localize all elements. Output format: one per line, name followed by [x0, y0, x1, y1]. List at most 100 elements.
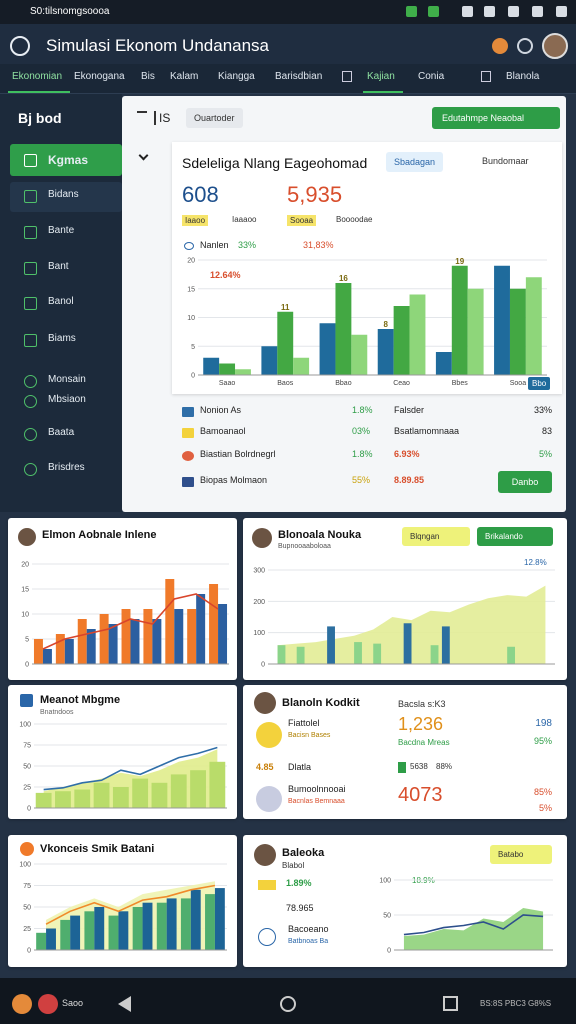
y-tick-label: 300 — [253, 568, 265, 575]
sidebar-item[interactable]: Monsain — [48, 374, 86, 385]
avatar — [38, 994, 58, 1014]
nav-tab[interactable]: Kalam — [170, 71, 199, 82]
bar — [151, 782, 168, 808]
row-note-value: 5% — [538, 803, 552, 813]
y-tick-label: 5 — [25, 637, 29, 644]
bar — [525, 277, 542, 375]
metric-label: Boooodae — [336, 215, 373, 224]
card-button[interactable]: Blqngan — [402, 527, 470, 546]
bar — [277, 311, 294, 375]
bar — [36, 932, 47, 950]
bar — [196, 594, 206, 664]
row-value: 55% — [352, 475, 371, 485]
annotation: 12.8% — [524, 558, 547, 567]
bar — [403, 623, 412, 664]
bar — [494, 265, 510, 375]
row-value: 1,236 — [398, 714, 444, 734]
sidebar-item[interactable]: Brisdres — [48, 462, 85, 473]
row-value: 1.89% — [286, 878, 312, 888]
card-button[interactable]: Batabo — [490, 845, 552, 864]
filter-pill[interactable]: Ouartoder — [186, 108, 243, 128]
action-button[interactable]: Danbo — [498, 471, 552, 493]
avatar — [254, 844, 276, 866]
bar — [86, 629, 96, 664]
card-button[interactable]: Brikalando — [477, 527, 553, 546]
y-tick-label: 50 — [23, 905, 31, 912]
bar — [99, 614, 109, 664]
card-title: Blanoln Kodkit — [282, 697, 360, 709]
settings-icon[interactable] — [492, 38, 508, 54]
bar — [435, 352, 452, 375]
active-tab-indicator — [363, 91, 403, 93]
row-change: 198 — [535, 718, 552, 729]
bar — [409, 294, 426, 375]
sidebar-item[interactable]: Biams — [48, 333, 76, 344]
sidebar-item[interactable]: Bidans — [48, 189, 79, 200]
tab-icon[interactable] — [342, 71, 352, 82]
nav-tab[interactable]: Barisdbian — [275, 71, 323, 82]
nav-tab[interactable]: Bis — [141, 71, 155, 82]
sidebar-item[interactable]: Bante — [48, 225, 75, 236]
bar — [132, 778, 149, 808]
compass-icon[interactable] — [517, 38, 533, 54]
sidebar-item[interactable]: Baata — [48, 427, 75, 438]
y-tick-label: 5 — [191, 344, 195, 351]
sidebar-item[interactable]: Bant — [48, 261, 69, 272]
sidebar-item[interactable]: Banol — [48, 296, 74, 307]
bar — [190, 770, 206, 808]
legend-icon — [184, 242, 194, 250]
bar — [335, 283, 352, 375]
bar — [55, 791, 71, 808]
row-sub: Bacnlas Bemnaaa — [288, 798, 345, 805]
row-change: 85% — [533, 787, 552, 797]
y-tick-label: 75 — [23, 883, 31, 890]
link[interactable]: Bundomaar — [482, 156, 529, 166]
bar — [293, 357, 310, 375]
bar — [393, 306, 410, 375]
row-value: 78.965 — [286, 903, 314, 913]
card-title: Baleoka — [282, 847, 325, 859]
card-note: Bacsla s:K3 — [398, 699, 446, 709]
home-button[interactable] — [280, 996, 296, 1012]
card-icon — [20, 694, 33, 707]
avatar — [12, 994, 32, 1014]
nav-tab[interactable]: Kajian — [367, 71, 395, 82]
nav-tab[interactable]: Blanola — [506, 71, 540, 82]
row-label: Dlatla — [288, 762, 312, 772]
sidebar-item[interactable]: Mbsiaon — [48, 394, 86, 405]
pill[interactable]: Sbadagan — [386, 152, 444, 172]
bar — [143, 609, 153, 664]
status-text: BS:8S PBC3 G8%S — [480, 999, 552, 1008]
card-title: Blonoala Nouka — [278, 529, 362, 541]
primary-button[interactable]: Edutahmpe Neaobal — [432, 107, 560, 129]
menu-icon — [24, 395, 37, 408]
metric-label: Sooaa — [287, 215, 317, 226]
avatar[interactable] — [542, 33, 568, 59]
menu-icon — [24, 334, 37, 347]
status-icon — [508, 6, 519, 17]
nav-tab[interactable]: Ekonomian — [12, 71, 63, 82]
bar — [55, 634, 65, 664]
back-button[interactable] — [118, 996, 131, 1012]
menu-icon[interactable] — [10, 36, 30, 56]
line — [43, 746, 218, 791]
nav-tab[interactable]: Ekonogana — [74, 71, 125, 82]
recents-button[interactable] — [443, 996, 458, 1011]
toolbar-tab[interactable]: IS — [154, 111, 170, 125]
nav-tab[interactable]: Conia — [418, 71, 445, 82]
sidebar-item[interactable]: Kgmas — [48, 153, 89, 167]
y-tick-label: 25 — [23, 785, 31, 792]
bar — [130, 619, 140, 664]
bar — [327, 626, 335, 664]
bar — [296, 646, 305, 664]
bar — [507, 646, 516, 664]
bar — [377, 329, 394, 375]
bar — [121, 609, 131, 664]
row-value: 4073 — [398, 784, 443, 806]
annotation: 12.64% — [210, 270, 241, 280]
card-icon — [20, 842, 34, 856]
bar — [77, 619, 87, 664]
tab-icon[interactable] — [481, 71, 491, 82]
nav-tab[interactable]: Kiangga — [218, 71, 255, 82]
bar — [108, 915, 119, 950]
